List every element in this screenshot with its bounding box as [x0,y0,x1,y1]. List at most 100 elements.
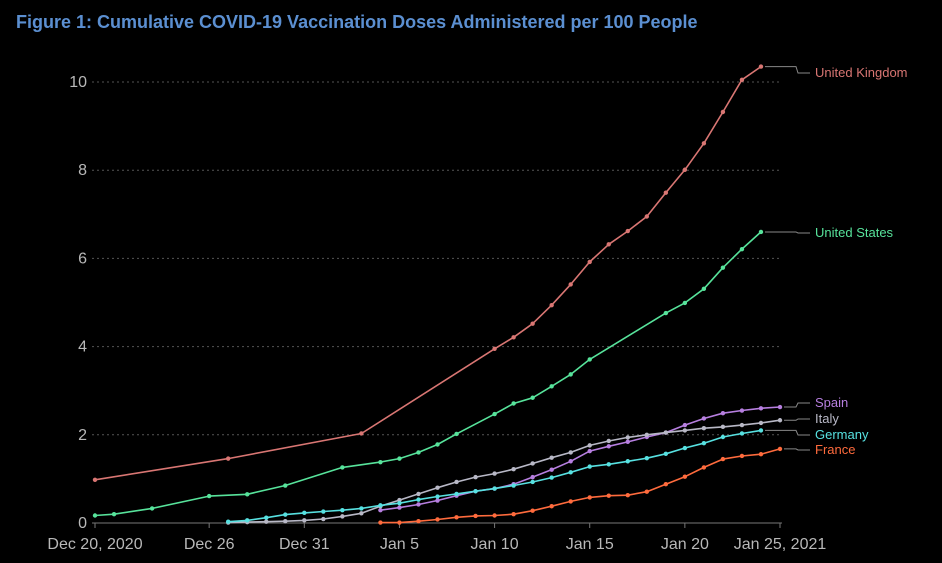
data-point [416,502,421,507]
series-line [94,65,762,481]
data-point [264,519,269,524]
data-point [720,265,726,270]
data-point [739,246,745,252]
series-label: United States [815,225,894,240]
data-point [435,442,440,447]
data-point [777,446,783,452]
data-point [511,483,516,488]
data-point [492,471,497,476]
data-point [682,167,688,172]
data-point [416,491,421,497]
data-point [511,466,516,472]
data-point [206,493,212,499]
data-point [225,456,231,461]
data-point [720,434,726,440]
data-point [720,456,726,462]
data-point [416,497,421,502]
data-point [682,474,688,479]
data-point [758,452,764,457]
data-point [530,508,535,513]
data-point [245,492,250,497]
data-point [283,483,288,488]
data-point [149,506,155,511]
data-point [625,493,630,498]
data-point [663,451,669,456]
data-point [644,432,650,437]
data-point [511,401,516,406]
data-point [397,505,402,510]
data-point [340,514,345,519]
data-point [587,443,592,448]
data-point [454,479,459,485]
data-point [701,286,707,292]
y-tick-label: 6 [78,250,87,267]
data-point [283,519,288,524]
data-point [758,64,764,69]
label-leader [784,418,810,421]
data-point [701,416,707,421]
data-point [739,77,745,82]
data-point [758,420,764,426]
data-point [682,428,688,433]
data-point [587,259,592,265]
data-point [758,428,764,433]
data-point [492,346,497,352]
series-label: United Kingdom [815,65,908,80]
x-tick-label: Jan 25, 2021 [734,536,827,553]
data-point [454,431,459,437]
data-point [720,424,726,430]
data-point [568,470,573,475]
data-point [530,474,535,480]
data-point [435,485,440,490]
data-point [416,450,421,455]
series-united-kingdom [92,64,764,482]
data-point [549,504,554,509]
label-leader [764,231,810,234]
data-point [568,499,573,504]
y-tick-label: 10 [69,74,87,91]
x-tick-label: Dec 31 [279,536,330,553]
data-point [340,465,345,470]
data-point [245,518,250,523]
label-leader [764,66,810,74]
data-point [359,506,364,511]
series-line [380,406,781,511]
series-label: France [815,442,855,457]
x-tick-label: Jan 20 [661,536,709,553]
series-label: Spain [815,395,848,410]
data-point [378,508,383,513]
data-point [644,489,650,494]
x-tick-label: Jan 10 [471,536,519,553]
data-point [777,404,783,410]
data-point [644,214,650,219]
x-tick-label: Dec 20, 2020 [47,536,142,553]
y-axis: 0 2 4 6 8 10 [69,74,87,532]
y-tick-label: 4 [78,339,87,356]
data-point [606,242,611,247]
data-point [644,455,650,461]
y-tick-label: 8 [78,162,87,179]
data-point [625,439,630,445]
data-point [359,431,364,436]
data-point [701,425,707,431]
x-axis: Dec 20, 2020 Dec 26 Dec 31 Jan 5 Jan 10 Jan 1… [47,522,827,553]
series-label: Italy [815,411,839,426]
data-point [378,459,383,465]
series-line [380,448,781,524]
data-point [606,444,611,449]
data-point [492,513,497,518]
data-point [454,491,459,497]
data-point [720,410,726,416]
data-point [92,477,98,482]
data-point [568,372,573,377]
data-point [473,474,478,480]
data-point [625,435,630,440]
label-leader [764,429,810,436]
data-point [435,498,440,503]
data-point [758,229,764,235]
data-point [568,450,573,455]
x-tick-label: Jan 5 [380,536,419,553]
data-point [549,475,554,480]
x-tick-label: Dec 26 [184,536,235,553]
data-point [758,406,764,411]
